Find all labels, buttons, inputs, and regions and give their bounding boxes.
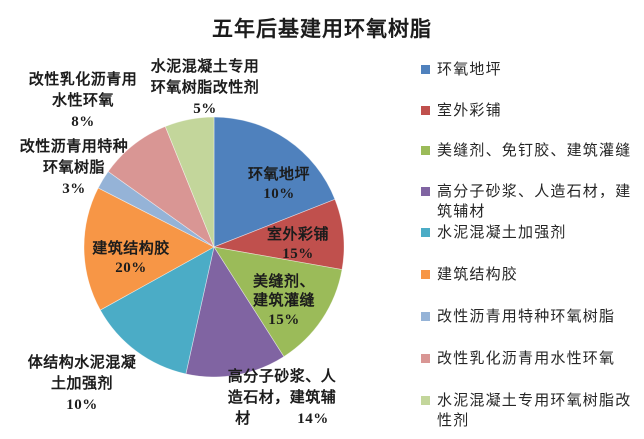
legend-swatch-modified-asphalt-epoxy <box>421 312 430 321</box>
slice-label-polymer-mortar: 高分子砂浆、人 造石材，建筑辅 材 14% <box>227 369 337 427</box>
legend-label: 室外彩铺 <box>437 103 502 119</box>
legend-label: 改性沥青用特种环氧树脂 <box>437 309 616 325</box>
slice-label-joint-sealant: 美缝剂、 建筑灌缝 15% <box>252 274 316 328</box>
legend-label: 环氧地坪 <box>437 62 502 78</box>
legend-swatch-concrete-epoxy-modifier <box>421 396 430 405</box>
legend-swatch-joint-sealant <box>421 146 430 155</box>
legend-swatch-epoxy-flooring <box>421 65 430 74</box>
legend-item-waterborne-epoxy: 改性乳化沥青用水性环氧 <box>420 349 643 369</box>
slice-label-waterborne-epoxy: 改性乳化沥青用 水性环氧 8% <box>28 72 138 130</box>
legend-label: 水泥混凝土专用环氧树脂改性剂 <box>437 393 632 429</box>
legend-swatch-outdoor-color-paving <box>421 106 430 115</box>
slice-label-structural-adhesive: 建筑结构胶 20% <box>92 241 170 276</box>
slice-label-epoxy-flooring: 环氧地坪 10% <box>247 167 311 202</box>
legend-item-joint-sealant: 美缝剂、免钉胶、建筑灌缝 <box>420 141 643 161</box>
legend-swatch-waterborne-epoxy <box>421 354 430 363</box>
pie-svg <box>84 117 344 377</box>
legend-swatch-concrete-strengthener <box>421 228 430 237</box>
chart-title: 五年后基建用环氧树脂 <box>212 17 432 41</box>
legend-label: 高分子砂浆、人造石材，建筑辅材 <box>437 184 632 220</box>
legend-swatch-polymer-mortar <box>421 187 430 196</box>
legend: 环氧地坪 室外彩铺 美缝剂、免钉胶、建筑灌缝 高分子砂浆、人造石材，建筑辅材 水… <box>420 0 644 439</box>
slice-label-modified-asphalt-epoxy: 改性沥青用特种 环氧树脂 3% <box>19 139 129 197</box>
legend-item-outdoor-color-paving: 室外彩铺 <box>420 101 643 121</box>
legend-item-structural-adhesive: 建筑结构胶 <box>420 265 643 285</box>
slice-label-outdoor-color-paving: 室外彩铺 15% <box>266 227 330 262</box>
pie-chart <box>84 117 344 377</box>
slice-label-concrete-strengthener: 体结构水泥混凝 土加强剂 10% <box>27 355 137 413</box>
legend-item-epoxy-flooring: 环氧地坪 <box>420 60 643 80</box>
legend-swatch-structural-adhesive <box>421 270 430 279</box>
slice-label-concrete-epoxy-modifier: 水泥混凝土专用 环氧树脂改性剂 5% <box>150 59 260 117</box>
legend-item-concrete-epoxy-modifier: 水泥混凝土专用环氧树脂改性剂 <box>420 391 643 431</box>
legend-item-concrete-strengthener: 水泥混凝土加强剂 <box>420 223 643 243</box>
legend-label: 改性乳化沥青用水性环氧 <box>437 351 616 367</box>
legend-label: 美缝剂、免钉胶、建筑灌缝 <box>437 143 632 159</box>
legend-label: 水泥混凝土加强剂 <box>437 225 567 241</box>
legend-label: 建筑结构胶 <box>437 267 519 283</box>
legend-item-polymer-mortar: 高分子砂浆、人造石材，建筑辅材 <box>420 182 643 222</box>
legend-item-modified-asphalt-epoxy: 改性沥青用特种环氧树脂 <box>420 307 643 327</box>
